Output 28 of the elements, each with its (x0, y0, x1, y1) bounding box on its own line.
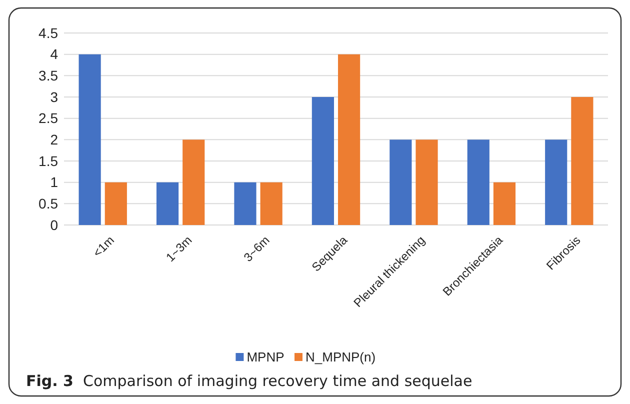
y-tick-label: 3.5 (38, 68, 58, 84)
y-tick-label: 2.5 (38, 110, 58, 126)
y-tick-label: 0 (50, 216, 58, 233)
bar (571, 97, 594, 225)
bar (182, 140, 205, 225)
bar (312, 97, 334, 225)
bar (156, 182, 179, 225)
legend-label: N_MPNP(n) (306, 350, 376, 365)
y-tick-label: 1.5 (38, 152, 58, 169)
caption: Fig. 3 Comparison of imaging recovery time and sequelae (26, 372, 472, 390)
y-tick-label: 4 (50, 46, 58, 62)
bar (493, 182, 516, 225)
bar (338, 54, 360, 225)
bar (467, 140, 490, 225)
bar (104, 182, 127, 225)
bar (234, 182, 256, 225)
y-tick-label: 1 (50, 174, 58, 190)
bar (545, 140, 568, 225)
bar (390, 140, 412, 225)
bar (416, 140, 438, 225)
bar (260, 182, 282, 225)
y-tick-label: 2 (50, 132, 58, 148)
legend-label: MPNP (246, 350, 284, 365)
bar (78, 54, 101, 225)
y-tick-label: 0.5 (38, 196, 58, 212)
y-tick-label: 3 (50, 88, 58, 105)
y-tick-label: 4.5 (38, 24, 58, 41)
x-tick-label: <1m (90, 233, 117, 260)
